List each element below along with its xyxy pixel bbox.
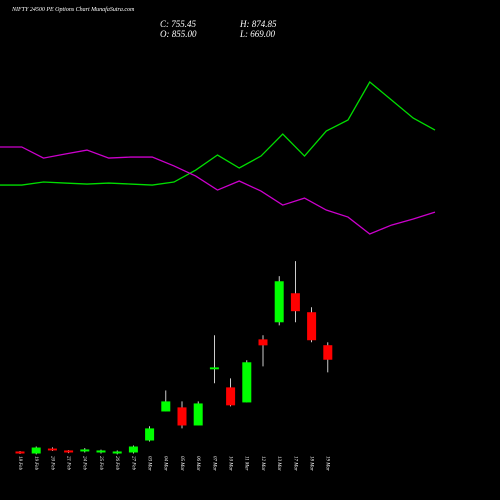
x-tick-label: 17 Mar xyxy=(292,456,297,471)
x-tick-label: 12 Mar xyxy=(260,456,265,471)
x-tick-label: 26 Feb xyxy=(114,456,119,471)
candle-body xyxy=(193,403,203,426)
indicator-line xyxy=(0,81,436,186)
x-tick-label: 18 Feb xyxy=(17,456,22,471)
x-tick-label: 05 Mar xyxy=(179,456,184,471)
candle-body xyxy=(274,281,284,323)
x-tick-label: 13 Mar xyxy=(276,456,281,471)
candle-body xyxy=(128,446,138,453)
candle-body xyxy=(177,407,187,426)
candle-body xyxy=(161,401,171,412)
candle-body xyxy=(15,451,25,454)
x-tick-label: 19 Feb xyxy=(33,456,38,471)
candle-body xyxy=(307,312,317,341)
chart-title: NIFTY 24500 PE Options Chart MunafaSutra… xyxy=(11,6,135,13)
x-tick-label: 11 Mar xyxy=(244,456,249,471)
x-tick-label: 07 Mar xyxy=(211,456,216,471)
x-tick-label: 06 Mar xyxy=(195,456,200,471)
candle-body xyxy=(323,345,333,360)
candle-body xyxy=(258,339,268,346)
open-label: O: 855.00 xyxy=(160,29,197,39)
x-tick-label: 25 Feb xyxy=(98,456,103,471)
x-tick-label: 20 Feb xyxy=(49,456,54,471)
candle-body xyxy=(290,293,300,312)
x-tick-label: 10 Mar xyxy=(227,456,232,471)
candle-body xyxy=(96,450,106,453)
x-tick-label: 24 Feb xyxy=(82,456,87,471)
candle-body xyxy=(47,448,57,451)
candle-body xyxy=(64,450,74,453)
candle-body xyxy=(31,447,41,454)
candle-body xyxy=(209,367,219,370)
x-tick-label: 27 Feb xyxy=(130,456,135,471)
candle-body xyxy=(226,387,236,406)
candle-body xyxy=(80,449,90,452)
low-label: L: 669.00 xyxy=(239,29,276,39)
x-tick-label: 21 Feb xyxy=(65,456,70,471)
high-label: H: 874.85 xyxy=(239,19,277,29)
x-tick-label: 19 Mar xyxy=(325,456,330,471)
x-tick-label: 04 Mar xyxy=(163,456,168,471)
x-tick-label: 18 Mar xyxy=(308,456,313,471)
indicator-line xyxy=(0,146,436,235)
close-label: C: 755.45 xyxy=(160,19,197,29)
candle-body xyxy=(112,451,122,454)
x-tick-label: 03 Mar xyxy=(146,456,151,471)
candle-body xyxy=(145,428,155,441)
candle-body xyxy=(242,362,252,403)
